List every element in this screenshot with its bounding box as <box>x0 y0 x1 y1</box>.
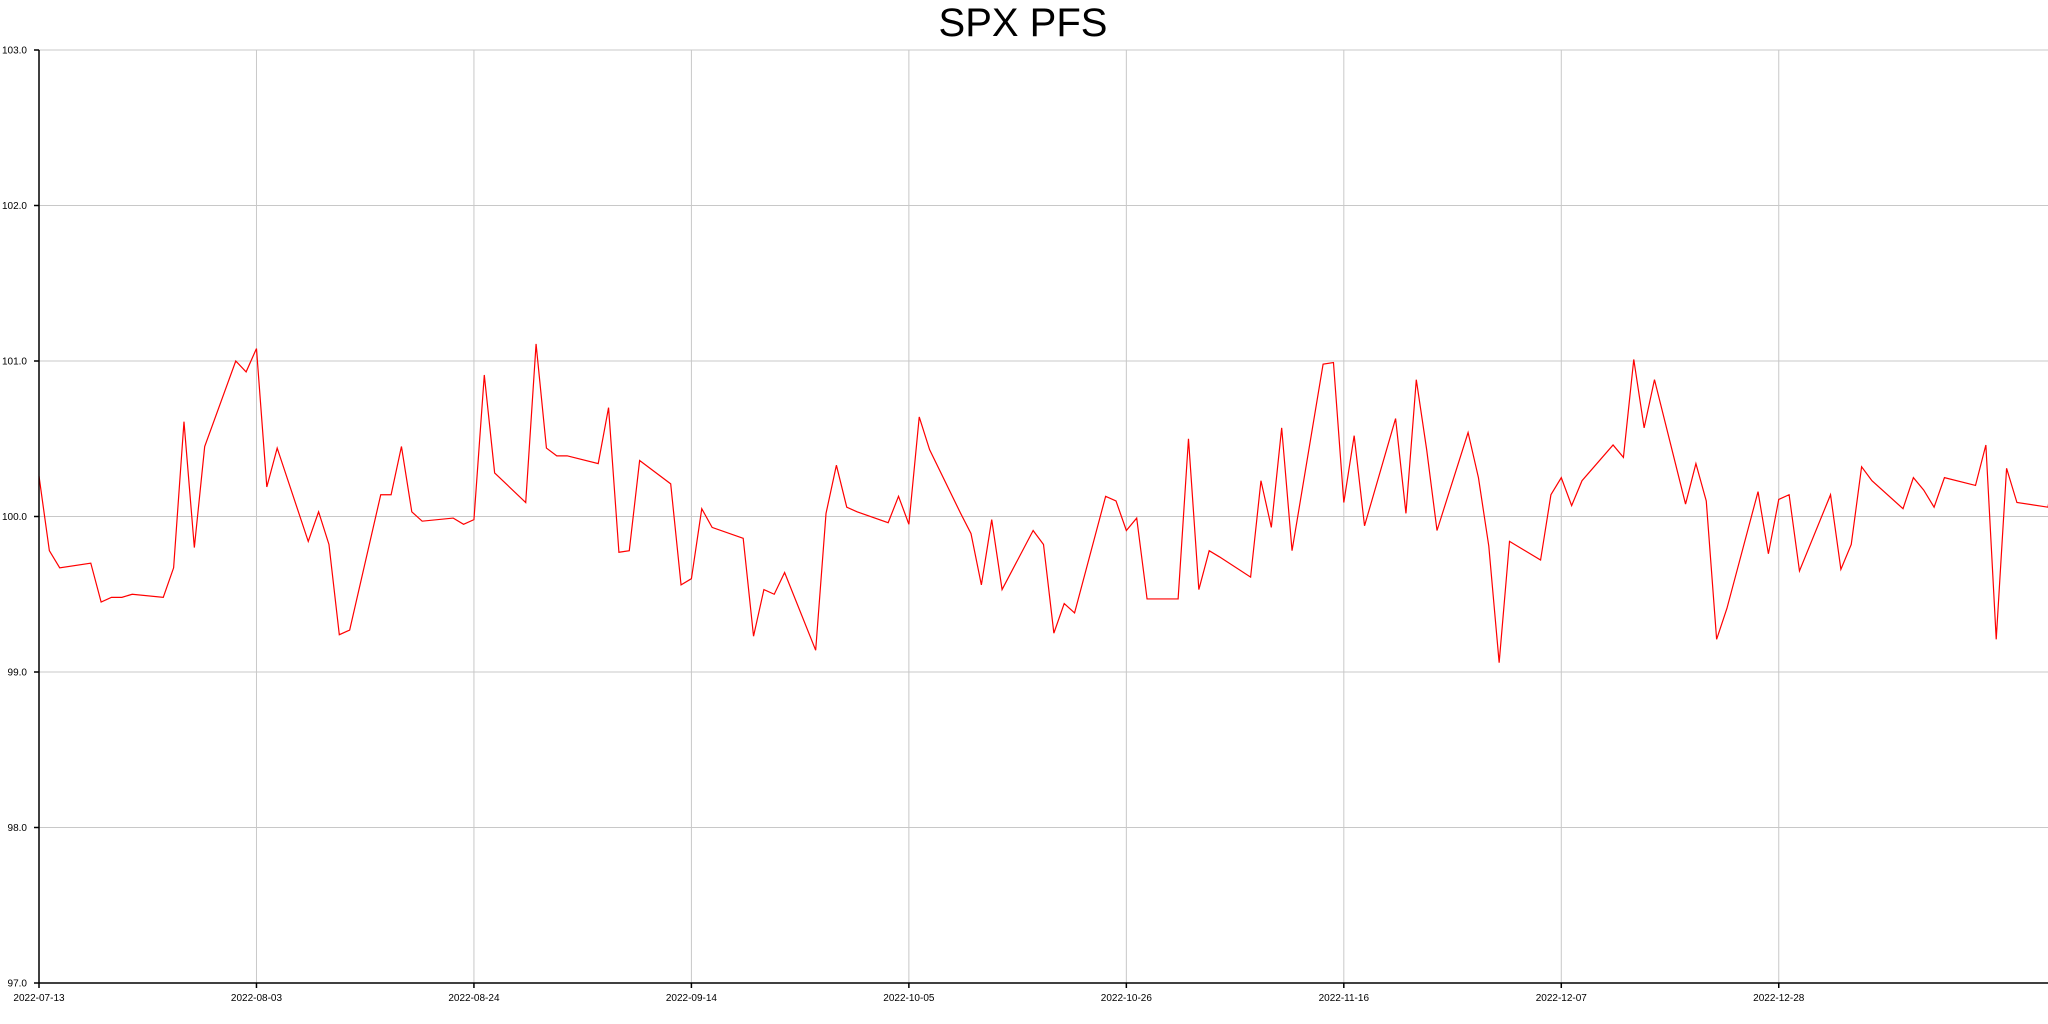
tick-labels: 97.0 98.0 99.0 100.0 101.0 102.0 103.0 2022-07-… <box>2 46 1805 1005</box>
chart-title: SPX PFS <box>939 1 1108 45</box>
axes <box>38 50 2048 984</box>
x-tick-label: 2022-08-03 <box>231 993 283 1004</box>
y-tick-label: 98.0 <box>8 823 28 834</box>
series-lines <box>38 343 2048 663</box>
x-tick-label: 2022-11-16 <box>1319 993 1370 1004</box>
y-tick-label: 101.0 <box>2 357 27 368</box>
x-tick-label: 2022-12-07 <box>1536 993 1588 1004</box>
x-tick-label: 2022-08-24 <box>448 993 500 1004</box>
y-tick-label: 97.0 <box>8 979 28 990</box>
x-tick-label: 2022-07-13 <box>13 993 65 1004</box>
y-tick-label: 102.0 <box>2 201 27 212</box>
series-line <box>38 343 2048 663</box>
x-tick-label: 2022-12-28 <box>1753 993 1805 1004</box>
y-tick-label: 99.0 <box>8 668 28 679</box>
y-tick-label: 103.0 <box>2 46 27 57</box>
grid-lines <box>34 49 2048 988</box>
y-tick-label: 100.0 <box>2 512 27 523</box>
x-tick-label: 2022-09-14 <box>666 993 718 1004</box>
x-tick-label: 2022-10-05 <box>883 993 935 1004</box>
x-tick-label: 2022-10-26 <box>1101 993 1153 1004</box>
